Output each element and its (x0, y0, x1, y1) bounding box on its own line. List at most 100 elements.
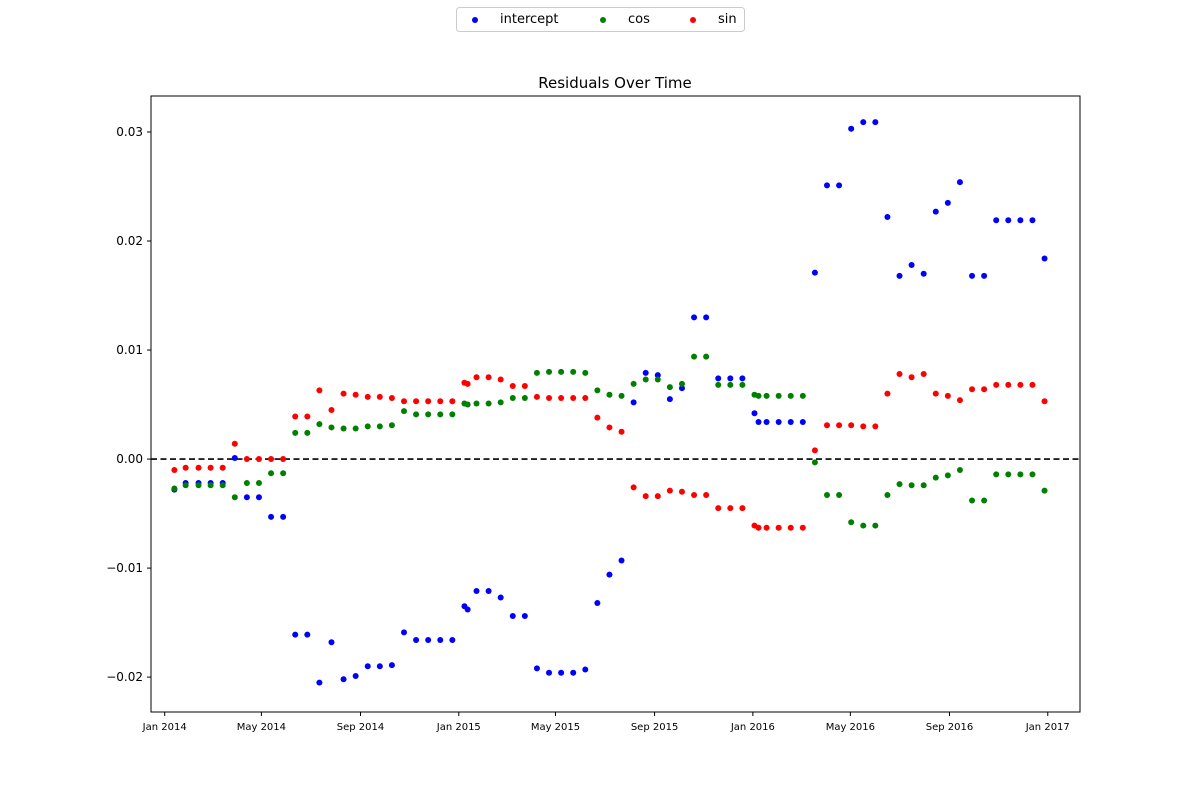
sin-point (316, 387, 323, 394)
sin-point (243, 456, 250, 463)
y-tick-label: 0.01 (116, 343, 143, 357)
sin-point (400, 398, 407, 405)
cos-point (739, 381, 746, 388)
intercept-point (969, 272, 976, 279)
sin-point (413, 398, 420, 405)
y-tick-label: 0.03 (116, 125, 143, 139)
sin-point (799, 524, 806, 531)
x-tick-label: Sep 2015 (631, 722, 678, 733)
sin-point (932, 390, 939, 397)
cos-point (328, 424, 335, 431)
sin-point (896, 371, 903, 378)
cos-point (304, 429, 311, 436)
sin-point (654, 493, 661, 500)
intercept-point (678, 385, 685, 392)
intercept-point (594, 599, 601, 606)
sin-point (255, 456, 262, 463)
intercept-point (509, 613, 516, 620)
intercept-point (811, 269, 818, 276)
sin-point (171, 466, 178, 473)
cos-point (896, 481, 903, 488)
intercept-point (618, 557, 625, 564)
cos-point (195, 482, 202, 489)
intercept-point (1041, 255, 1048, 262)
sin-point (182, 464, 189, 471)
cos-point (364, 423, 371, 430)
cos-point (799, 392, 806, 399)
cos-point (848, 519, 855, 526)
cos-point (464, 401, 471, 408)
cos-point (255, 480, 262, 487)
legend-marker-cos (600, 17, 606, 23)
sin-point (558, 395, 565, 402)
legend-marker-intercept (472, 17, 478, 23)
cos-point (437, 411, 444, 418)
intercept-point (437, 637, 444, 644)
cos-point (594, 387, 601, 394)
sin-point (811, 447, 818, 454)
sin-point (473, 374, 480, 381)
intercept-point (388, 662, 395, 669)
cos-point (691, 353, 698, 360)
legend-label-cos: cos (628, 12, 650, 27)
intercept-point (775, 418, 782, 425)
cos-point (811, 459, 818, 466)
sin-point (715, 505, 722, 512)
intercept-point (485, 587, 492, 594)
axes: Jan 2014 May 2014 Sep 2014 Jan 2015 May 2015… (106, 95, 1081, 733)
cos-point (678, 380, 685, 387)
intercept-point (497, 594, 504, 601)
cos-point (969, 497, 976, 504)
sin-point (606, 424, 613, 431)
intercept-point (956, 179, 963, 186)
sin-point (231, 440, 238, 447)
sin-point (594, 414, 601, 421)
intercept-point (654, 372, 661, 379)
x-tick-label: Jan 2015 (436, 722, 481, 733)
intercept-point (1005, 217, 1012, 224)
sin-point (521, 383, 528, 390)
sin-point (328, 406, 335, 413)
sin-point (944, 392, 951, 399)
intercept-point (449, 637, 456, 644)
intercept-point (630, 399, 637, 406)
sin-point (981, 386, 988, 393)
cos-point (727, 381, 734, 388)
cos-point (268, 470, 275, 477)
intercept-point (920, 270, 927, 277)
cos-point (920, 482, 927, 489)
cos-point (755, 392, 762, 399)
intercept-point (751, 410, 758, 417)
cos-point (618, 392, 625, 399)
legend-marker-sin (690, 17, 696, 23)
intercept-point (896, 272, 903, 279)
series-intercept (171, 119, 1048, 686)
intercept-point (691, 314, 698, 321)
cos-point (425, 411, 432, 418)
sin-point (1005, 381, 1012, 388)
cos-point (1005, 471, 1012, 478)
cos-point (570, 368, 577, 375)
intercept-point (304, 631, 311, 638)
cos-point (703, 353, 710, 360)
cos-point (340, 425, 347, 432)
sin-point (485, 374, 492, 381)
cos-point (836, 492, 843, 499)
x-tick-label: Sep 2014 (337, 722, 384, 733)
intercept-point (255, 494, 262, 501)
sin-point (755, 524, 762, 531)
cos-point (630, 380, 637, 387)
sin-point (956, 397, 963, 404)
cos-point (884, 492, 891, 499)
intercept-point (739, 375, 746, 382)
sin-point (836, 422, 843, 429)
intercept-point (799, 418, 806, 425)
sin-point (352, 391, 359, 398)
intercept-point (787, 418, 794, 425)
x-tick-label: May 2015 (531, 722, 580, 733)
sin-point (268, 456, 275, 463)
intercept-point (715, 375, 722, 382)
cos-point (521, 395, 528, 402)
series-sin (171, 371, 1048, 531)
